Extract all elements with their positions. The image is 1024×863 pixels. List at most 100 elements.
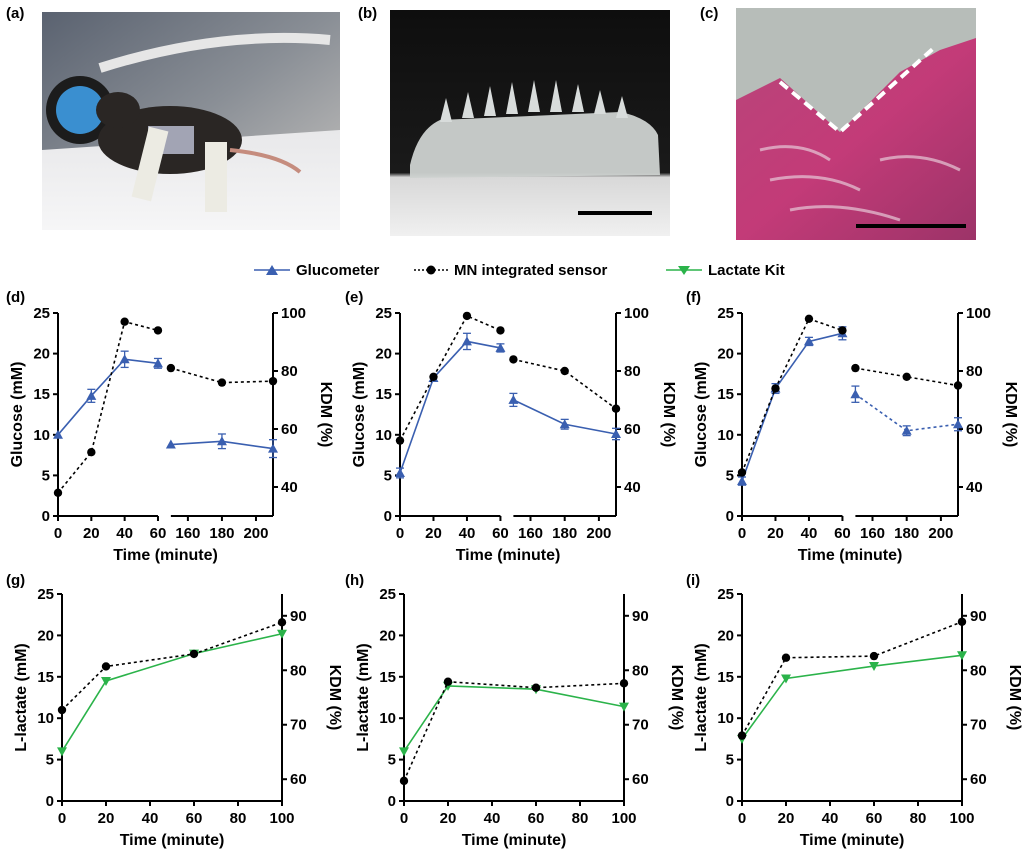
mn-sensor-point bbox=[120, 317, 129, 326]
lactate-kit-point bbox=[57, 747, 67, 757]
x-tick-label: 200 bbox=[928, 525, 953, 542]
y2-tick-label: 60 bbox=[970, 771, 987, 788]
y2-axis-label: KDM (%) bbox=[668, 665, 685, 731]
x-tick-label: 80 bbox=[572, 810, 589, 827]
y-tick-label: 0 bbox=[46, 793, 54, 810]
x-tick-label: 20 bbox=[778, 810, 795, 827]
glucometer-point bbox=[152, 358, 163, 368]
lactate-kit-point bbox=[781, 674, 791, 684]
glucometer-point bbox=[508, 394, 519, 404]
panel-letter: (h) bbox=[345, 572, 364, 589]
panel-letter: (e) bbox=[345, 289, 363, 306]
y-tick-label: 10 bbox=[717, 427, 734, 444]
x-tick-label: 40 bbox=[116, 525, 133, 542]
mn-sensor-point bbox=[57, 705, 67, 715]
mn-sensor-point bbox=[869, 651, 879, 661]
glucometer-point bbox=[165, 439, 176, 449]
y2-axis-label: KDM (%) bbox=[1006, 665, 1023, 731]
y-tick-label: 0 bbox=[384, 508, 392, 525]
x-tick-label: 20 bbox=[425, 525, 442, 542]
mn-sensor-point bbox=[496, 326, 505, 335]
chart-panel: (f) 0 5 10 15 20 25 40 60 80 100 0 20 40 60 160 180 200 Ti… bbox=[686, 289, 1019, 564]
x-tick-label: 100 bbox=[611, 810, 636, 827]
y2-tick-label: 60 bbox=[290, 771, 307, 788]
x-tick-label: 60 bbox=[834, 525, 851, 542]
y-axis-label: Glucose (mM) bbox=[693, 362, 710, 468]
x-tick-label: 60 bbox=[492, 525, 509, 542]
mn-sensor-point bbox=[462, 311, 472, 321]
y-tick-label: 25 bbox=[379, 586, 396, 603]
glucometer-line bbox=[399, 340, 501, 474]
mn-sensor-point bbox=[804, 314, 814, 323]
x-tick-label: 40 bbox=[801, 525, 818, 542]
mn-sensor-point bbox=[87, 448, 96, 457]
x-tick-label: 200 bbox=[586, 525, 611, 542]
y-tick-label: 5 bbox=[42, 467, 50, 484]
lactate-kit-line bbox=[403, 685, 625, 752]
mn-sensor-point bbox=[395, 436, 405, 445]
y-tick-label: 15 bbox=[379, 669, 396, 686]
mn-sensor-point bbox=[268, 376, 278, 386]
y2-tick-label: 90 bbox=[290, 608, 307, 625]
x-tick-label: 60 bbox=[528, 810, 545, 827]
y-tick-label: 0 bbox=[726, 508, 734, 525]
x-tick-label: 180 bbox=[894, 525, 919, 542]
x-tick-label: 60 bbox=[150, 525, 167, 542]
legend-lactate-kit: Lactate Kit bbox=[666, 262, 785, 279]
y2-tick-label: 80 bbox=[624, 363, 641, 380]
y2-tick-label: 80 bbox=[290, 662, 307, 679]
mn-sensor-point bbox=[851, 363, 860, 373]
x-axis-label: Time (minute) bbox=[462, 832, 567, 849]
y2-tick-label: 60 bbox=[632, 771, 649, 788]
x-tick-label: 160 bbox=[518, 525, 543, 542]
x-axis-label: Time (minute) bbox=[798, 547, 903, 564]
mn-sensor-line bbox=[403, 680, 625, 782]
x-tick-label: 160 bbox=[175, 525, 200, 542]
y-tick-label: 5 bbox=[388, 752, 396, 769]
glucometer-point bbox=[86, 390, 97, 400]
y-tick-label: 20 bbox=[717, 627, 734, 644]
glucometer-point bbox=[119, 354, 130, 364]
y-tick-label: 0 bbox=[388, 793, 396, 810]
glucometer-point bbox=[461, 336, 472, 346]
x-tick-label: 40 bbox=[822, 810, 839, 827]
y2-axis-label: KDM (%) bbox=[326, 665, 343, 731]
y-tick-label: 20 bbox=[33, 346, 50, 363]
y-axis-label: L-lactate (mM) bbox=[13, 643, 30, 751]
y-tick-label: 10 bbox=[379, 710, 396, 727]
glucometer-point bbox=[803, 336, 814, 346]
mouse-photo bbox=[42, 12, 340, 230]
mn-sensor-point bbox=[957, 617, 967, 626]
mn-sensor-point bbox=[737, 731, 747, 740]
lactate-kit-point bbox=[399, 747, 409, 757]
y2-axis-label: KDM (%) bbox=[660, 382, 677, 448]
y-tick-label: 5 bbox=[384, 467, 392, 484]
glucometer-point bbox=[901, 425, 912, 435]
glucometer-point bbox=[395, 467, 405, 477]
chart-panel: (e) 0 5 10 15 20 25 40 60 80 100 0 20 40 60 160 180 200 Ti… bbox=[345, 289, 677, 564]
x-tick-label: 0 bbox=[58, 810, 66, 827]
microneedle-patch-photo bbox=[390, 10, 670, 236]
y2-tick-label: 70 bbox=[290, 717, 307, 734]
x-tick-label: 20 bbox=[440, 810, 457, 827]
mn-sensor-point bbox=[771, 384, 780, 393]
y-tick-label: 20 bbox=[379, 627, 396, 644]
y-axis-label: L-lactate (mM) bbox=[693, 643, 710, 751]
mn-sensor-point bbox=[153, 326, 163, 335]
chart-panel: (g) 0 5 10 15 20 25 60 70 80 90 0 20 40 60 80 100 Time (m… bbox=[6, 572, 343, 849]
mn-sensor-point bbox=[217, 378, 227, 387]
glucometer-line bbox=[741, 332, 843, 482]
x-axis-label: Time (minute) bbox=[800, 832, 905, 849]
glucometer-point bbox=[737, 476, 747, 486]
x-tick-label: 0 bbox=[396, 525, 404, 542]
x-tick-label: 20 bbox=[767, 525, 784, 542]
lactate-kit-point bbox=[277, 629, 287, 639]
y-axis-label: Glucose (mM) bbox=[351, 362, 368, 468]
y2-tick-label: 80 bbox=[632, 662, 649, 679]
y-tick-label: 15 bbox=[37, 669, 54, 686]
x-tick-label: 160 bbox=[860, 525, 885, 542]
mn-sensor-point bbox=[166, 363, 176, 373]
y-tick-label: 25 bbox=[37, 586, 54, 603]
